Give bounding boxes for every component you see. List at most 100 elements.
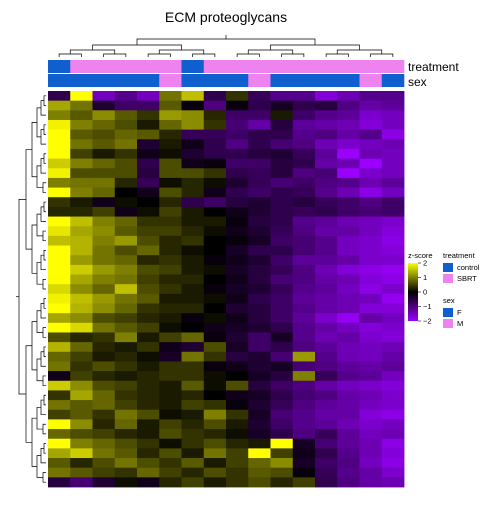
heatmap-cell bbox=[203, 429, 227, 440]
heatmap-cell bbox=[270, 284, 294, 295]
heatmap-cell bbox=[203, 110, 227, 121]
heatmap-cell bbox=[248, 419, 271, 430]
heatmap-cell bbox=[248, 197, 271, 208]
heatmap-cell bbox=[315, 477, 338, 488]
heatmap-cell bbox=[292, 313, 316, 324]
heatmap-cell bbox=[70, 206, 93, 217]
heatmap-cell bbox=[381, 226, 405, 237]
heatmap-cell bbox=[248, 264, 271, 275]
heatmap-cell bbox=[337, 429, 360, 440]
heatmap-cell bbox=[137, 91, 160, 102]
heatmap-cell bbox=[114, 245, 138, 256]
heatmap-cell bbox=[226, 390, 249, 401]
heatmap-cell bbox=[203, 197, 227, 208]
heatmap-cell bbox=[48, 264, 71, 275]
heatmap-cell bbox=[248, 255, 271, 266]
heatmap-cell bbox=[137, 361, 160, 372]
heatmap-cell bbox=[114, 477, 138, 488]
row-dendrogram-branch bbox=[42, 327, 46, 338]
row-dendrogram-branch bbox=[40, 254, 46, 271]
heatmap-cell bbox=[337, 110, 360, 121]
heatmap-cell bbox=[248, 448, 271, 459]
heatmap-cell bbox=[270, 380, 294, 391]
heatmap-cell bbox=[114, 332, 138, 343]
heatmap-cell bbox=[270, 91, 294, 102]
heatmap-cell bbox=[137, 216, 160, 227]
heatmap-cell bbox=[270, 177, 294, 188]
heatmap-cell bbox=[292, 342, 316, 353]
heatmap-cell bbox=[70, 197, 93, 208]
heatmap-cell bbox=[381, 119, 405, 131]
heatmap-cell bbox=[270, 119, 294, 131]
heatmap-cell bbox=[203, 216, 227, 227]
heatmap-cell bbox=[48, 139, 71, 150]
heatmap-cell bbox=[381, 400, 405, 411]
heatmap-cell bbox=[114, 168, 138, 179]
annotation-cell-treatment bbox=[114, 60, 138, 73]
heatmap-cell bbox=[248, 235, 271, 246]
heatmap-cell bbox=[70, 342, 93, 353]
heatmap-cell bbox=[137, 177, 160, 188]
heatmap-cell bbox=[137, 148, 160, 160]
heatmap-cell bbox=[270, 400, 294, 411]
heatmap-cell bbox=[359, 332, 383, 343]
heatmap-cell bbox=[70, 322, 93, 333]
sex-label-m: M bbox=[457, 319, 463, 328]
heatmap-cell bbox=[203, 206, 227, 217]
heatmap-cell bbox=[203, 419, 227, 430]
column-dendrogram-branch bbox=[103, 53, 127, 57]
heatmap-cell bbox=[181, 390, 205, 401]
heatmap-cell bbox=[248, 322, 271, 333]
heatmap-cell bbox=[114, 448, 138, 459]
heatmap-cell bbox=[292, 274, 316, 285]
heatmap-cell bbox=[48, 448, 71, 459]
heatmap-cell bbox=[70, 216, 93, 227]
heatmap-cell bbox=[92, 371, 116, 382]
row-dendrogram-branch bbox=[43, 394, 46, 406]
heatmap-cell bbox=[226, 313, 249, 324]
heatmap-cell bbox=[315, 158, 338, 169]
heatmap-cell bbox=[181, 458, 205, 469]
column-dendrogram-branch bbox=[192, 53, 216, 57]
heatmap-cell bbox=[159, 274, 182, 285]
heatmap-cell bbox=[270, 255, 294, 266]
sex-swatch-f bbox=[443, 308, 453, 317]
heatmap-cell bbox=[359, 313, 383, 324]
heatmap-cells bbox=[48, 91, 405, 488]
heatmap-cell bbox=[181, 148, 205, 160]
heatmap-cell bbox=[181, 284, 205, 295]
heatmap-cell bbox=[159, 119, 182, 131]
heatmap-cell bbox=[48, 429, 71, 440]
heatmap-cell bbox=[70, 429, 93, 440]
heatmap-cell bbox=[315, 342, 338, 353]
heatmap-cell bbox=[292, 148, 316, 160]
heatmap-cell bbox=[359, 158, 383, 169]
heatmap-cell bbox=[70, 371, 93, 382]
heatmap-cell bbox=[226, 187, 249, 198]
heatmap-cell bbox=[248, 380, 271, 391]
heatmap-cell bbox=[181, 226, 205, 237]
heatmap-cell bbox=[337, 448, 360, 459]
heatmap-cell bbox=[137, 332, 160, 343]
column-dendrogram-branch bbox=[92, 44, 182, 50]
heatmap-cell bbox=[181, 361, 205, 372]
heatmap-cell bbox=[226, 245, 249, 256]
heatmap-cell bbox=[159, 129, 182, 140]
row-dendrogram-branch bbox=[36, 165, 43, 188]
heatmap-cell bbox=[337, 119, 360, 131]
heatmap-cell bbox=[70, 284, 93, 295]
heatmap-cell bbox=[381, 110, 405, 121]
heatmap-cell bbox=[203, 148, 227, 160]
heatmap-cell bbox=[203, 177, 227, 188]
heatmap-cell bbox=[137, 100, 160, 111]
heatmap-cell bbox=[137, 264, 160, 275]
row-dendrogram-branch bbox=[42, 182, 46, 193]
column-dendrogram-branch bbox=[147, 53, 171, 57]
heatmap-cell bbox=[315, 235, 338, 246]
heatmap-cell bbox=[114, 264, 138, 275]
heatmap-cell bbox=[48, 235, 71, 246]
heatmap-cell bbox=[92, 226, 116, 237]
heatmap-cell bbox=[114, 100, 138, 111]
heatmap-cell bbox=[315, 91, 338, 102]
heatmap-cell bbox=[381, 177, 405, 188]
